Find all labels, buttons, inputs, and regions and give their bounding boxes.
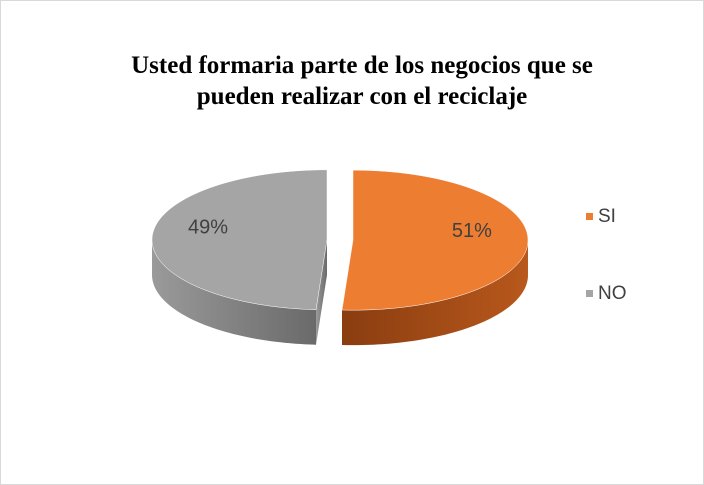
pie-slice <box>151 169 328 310</box>
slice-wall <box>342 240 528 346</box>
chart-title: Usted formaria parte de los negocios que… <box>131 52 593 110</box>
data-label: 49% <box>188 217 228 239</box>
legend-swatch <box>586 213 593 220</box>
legend-label: NO <box>598 283 627 304</box>
data-label: 51% <box>452 220 492 242</box>
slice-side <box>316 239 328 345</box>
legend-swatch <box>586 290 593 297</box>
legend-label: SI <box>598 206 616 227</box>
slice-wall <box>152 239 317 345</box>
pie-slice <box>341 169 529 311</box>
